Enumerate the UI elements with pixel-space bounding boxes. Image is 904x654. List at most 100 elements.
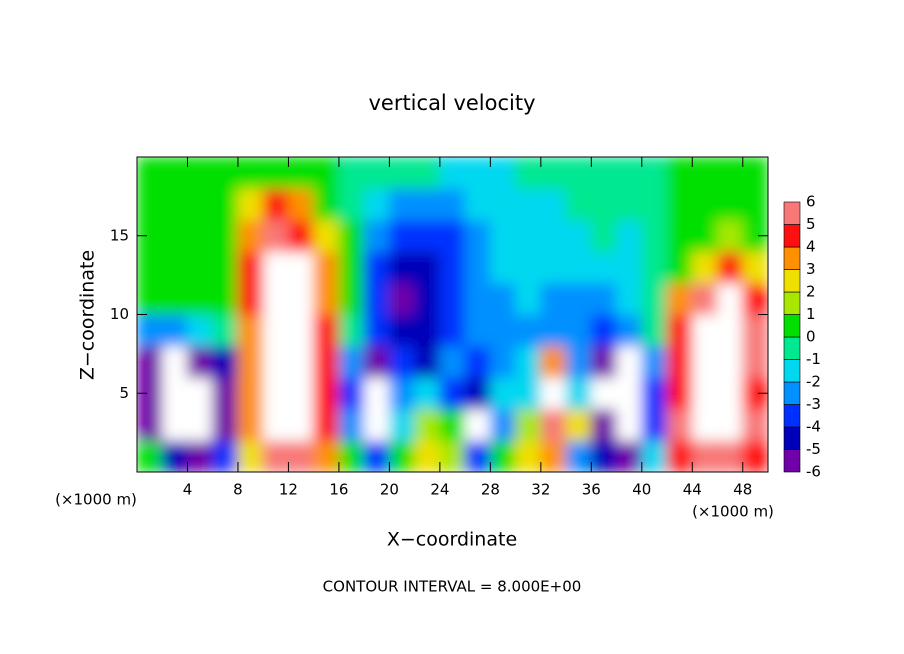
cells — [137, 157, 768, 472]
cell — [363, 345, 390, 378]
cell — [616, 314, 643, 347]
cell — [717, 219, 744, 252]
colorbar-label: -4 — [806, 418, 821, 436]
cell — [717, 251, 744, 284]
cell — [742, 408, 768, 441]
cell — [388, 408, 416, 441]
cell — [691, 314, 719, 347]
cell — [691, 408, 719, 441]
cell — [666, 282, 693, 315]
cell — [161, 408, 188, 441]
cell — [540, 188, 567, 221]
x-tick-label: 40 — [632, 481, 651, 499]
x-tick-label: 48 — [733, 481, 752, 499]
cell — [515, 157, 542, 189]
cell — [414, 440, 441, 472]
cell — [287, 188, 315, 221]
cell — [388, 377, 416, 410]
cell — [212, 157, 239, 189]
cell — [641, 440, 668, 472]
cell — [590, 408, 618, 441]
cell — [363, 251, 390, 284]
cell — [388, 314, 416, 347]
cell — [489, 314, 517, 347]
cell — [666, 377, 693, 410]
cell — [137, 408, 163, 441]
cell — [616, 251, 643, 284]
cell — [388, 157, 416, 189]
cell — [540, 408, 567, 441]
cell — [338, 188, 365, 221]
cell — [338, 314, 365, 347]
cell — [237, 314, 264, 347]
y-tick-label: 15 — [110, 226, 129, 244]
cell — [717, 157, 744, 189]
cell — [212, 345, 239, 378]
cell — [338, 345, 365, 378]
cell — [489, 188, 517, 221]
cell — [212, 440, 239, 472]
cell — [137, 282, 163, 315]
cell — [363, 157, 390, 189]
colorbar-box — [783, 449, 801, 473]
cell — [161, 345, 188, 378]
colorbar-box — [783, 269, 801, 293]
colorbar-box — [783, 336, 801, 360]
cell — [186, 377, 214, 410]
cell — [262, 440, 289, 472]
cell — [590, 219, 618, 252]
cell — [212, 408, 239, 441]
cell — [363, 408, 390, 441]
cell — [489, 345, 517, 378]
cell — [313, 345, 340, 378]
cell — [489, 282, 517, 315]
cell — [464, 282, 491, 315]
cell — [515, 408, 542, 441]
cell — [616, 440, 643, 472]
cell — [161, 219, 188, 252]
cell — [212, 219, 239, 252]
cell — [161, 440, 188, 472]
cell — [590, 157, 618, 189]
cell — [363, 314, 390, 347]
cell — [186, 314, 214, 347]
cell — [540, 282, 567, 315]
cell — [212, 188, 239, 221]
cell — [237, 440, 264, 472]
cell — [237, 157, 264, 189]
cell — [464, 188, 491, 221]
cell — [540, 157, 567, 189]
cell — [388, 219, 416, 252]
cell — [489, 408, 517, 441]
cell — [363, 440, 390, 472]
colorbar-box — [783, 224, 801, 248]
colorbar-label: 4 — [806, 238, 816, 256]
colorbar-box — [783, 359, 801, 383]
cell — [313, 282, 340, 315]
cell — [691, 157, 719, 189]
cell — [237, 188, 264, 221]
colorbar-label: 0 — [806, 328, 816, 346]
cell — [717, 282, 744, 315]
cell — [691, 377, 719, 410]
cell — [515, 440, 542, 472]
cell — [540, 251, 567, 284]
colorbar-label: -3 — [806, 395, 821, 413]
cell — [439, 188, 466, 221]
cell — [414, 282, 441, 315]
cell — [742, 440, 768, 472]
cell — [742, 314, 768, 347]
cell — [338, 219, 365, 252]
cell — [565, 188, 592, 221]
cell — [338, 408, 365, 441]
cell — [287, 282, 315, 315]
cell — [388, 440, 416, 472]
cell — [717, 377, 744, 410]
cell — [641, 157, 668, 189]
cell — [641, 377, 668, 410]
cell — [137, 314, 163, 347]
cell — [439, 345, 466, 378]
cell — [464, 377, 491, 410]
cell — [691, 219, 719, 252]
cell — [137, 345, 163, 378]
